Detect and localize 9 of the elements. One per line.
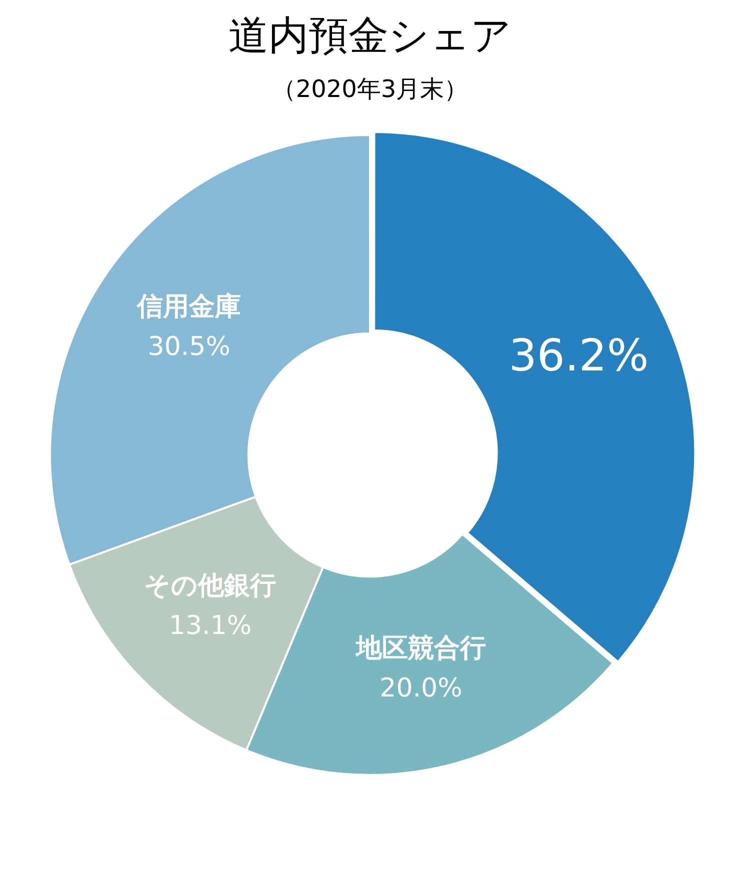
data-label: 20.0% [380,674,462,704]
slice-label: 地区競合行 [354,634,486,664]
chart-subtitle: （2020年3月末） [270,74,470,105]
data-label: 36.2% [508,330,649,382]
slice-label: 信用金庫 [136,292,242,322]
data-label: 13.1% [168,611,252,642]
slice-label: その他銀行 [144,571,276,602]
data-label: 30.5% [148,332,230,362]
chart-title: 道内預金シェア [228,12,512,61]
